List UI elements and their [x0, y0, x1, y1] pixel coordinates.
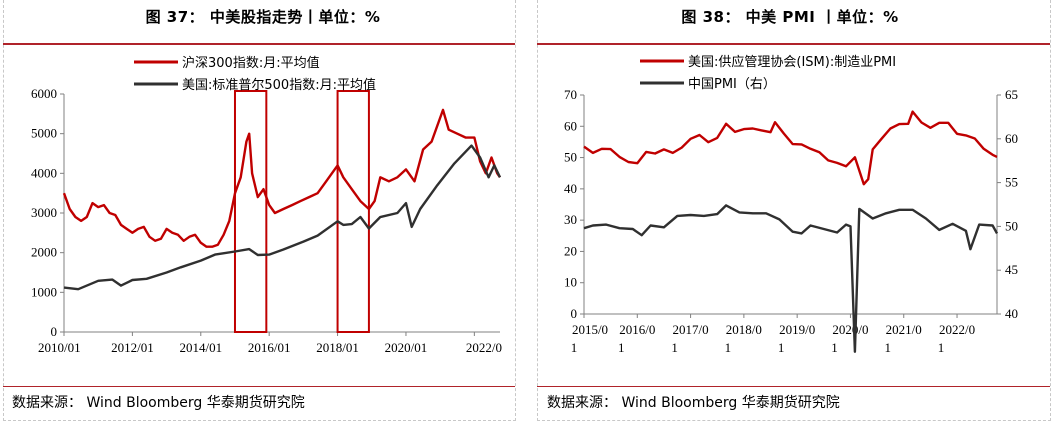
title-rule	[537, 43, 1050, 45]
legend-label: 沪深300指数:月:平均值	[182, 55, 320, 71]
y-tick-label: 3000	[31, 205, 57, 220]
y-left-tick-label: 40	[564, 181, 577, 196]
series-line-us-ism-pmi	[583, 110, 998, 186]
y-tick-label: 1000	[31, 284, 57, 299]
y-right-tick-label: 45	[1005, 262, 1018, 277]
y-left-tick-label: 20	[564, 243, 577, 258]
y-left-tick-label: 70	[564, 87, 577, 102]
y-tick-label: 2000	[31, 245, 57, 260]
legend-label: 美国:供应管理协会(ISM):制造业PMI	[688, 54, 896, 70]
highlight-box	[336, 90, 370, 333]
legend-label: 美国:标准普尔500指数:月:平均值	[182, 77, 376, 93]
source-note: 数据来源： Wind Bloomberg 华泰期货研究院	[547, 395, 840, 411]
y-right-tick-label: 65	[1005, 87, 1018, 102]
y-tick-label: 0	[51, 324, 58, 339]
stock-index-chart: 0 1000 2000 3000 4000 5000 6000 2010/01 2012/01 2…	[31, 55, 502, 355]
x-tick-label: 2017/0 1	[671, 322, 708, 355]
x-tick-label: 2016/01	[248, 340, 291, 355]
y-left-tick-label: 30	[564, 212, 577, 227]
x-tick-label: 2014/01	[179, 340, 222, 355]
x-tick-label: 2022/0 1	[938, 322, 975, 355]
y-right-tick-label: 40	[1005, 306, 1018, 321]
chart-panel-pmi: 图 38： 中美 PMI 丨单位：% 0 10 20 30 40 50 60 70 40 45 50…	[527, 0, 1053, 424]
x-tick-label: 2022/0	[466, 340, 502, 355]
y-left-tick-label: 60	[564, 118, 577, 133]
y-tick-label: 5000	[31, 126, 57, 141]
panel-frame	[3, 0, 516, 421]
pmi-chart: 0 10 20 30 40 50 60 70 40 45 50 55 60 65 2015/0 1 2016/0…	[564, 54, 1018, 355]
figure-title: 图 37： 中美股指走势丨单位：%	[145, 8, 381, 26]
y-tick-label: 6000	[31, 86, 57, 101]
x-tick-label: 2012/01	[111, 340, 154, 355]
highlight-box	[233, 90, 268, 333]
x-tick-label: 2015/0 1	[571, 322, 608, 355]
x-tick-label: 2019/0 1	[778, 322, 815, 355]
x-tick-label: 2021/0 1	[884, 322, 921, 355]
x-tick-label: 2018/01	[316, 340, 359, 355]
y-right-tick-label: 50	[1005, 218, 1018, 233]
y-right-tick-label: 55	[1005, 175, 1018, 190]
source-rule	[3, 386, 515, 387]
series-line-sp500	[63, 144, 502, 291]
y-left-tick-label: 50	[564, 150, 577, 165]
y-left-tick-label: 10	[564, 275, 577, 290]
chart-panel-stock-index: 图 37： 中美股指走势丨单位：% 0 1000 2000 3000 4000 5000 6…	[0, 0, 526, 424]
x-tick-label: 2020/01	[385, 340, 428, 355]
y-right-tick-label: 60	[1005, 131, 1018, 146]
source-rule	[537, 386, 1050, 387]
y-tick-label: 4000	[31, 165, 57, 180]
x-tick-label: 2010/01	[38, 340, 81, 355]
y-left-tick-label: 0	[571, 306, 578, 321]
figure-title: 图 38： 中美 PMI 丨单位：%	[681, 8, 899, 26]
series-line-china-pmi	[583, 204, 999, 353]
series-line-csi300	[62, 108, 501, 248]
title-rule	[3, 43, 515, 45]
legend-label: 中国PMI（右）	[688, 77, 776, 92]
panel-frame	[537, 0, 1051, 421]
source-note: 数据来源： Wind Bloomberg 华泰期货研究院	[12, 395, 305, 411]
